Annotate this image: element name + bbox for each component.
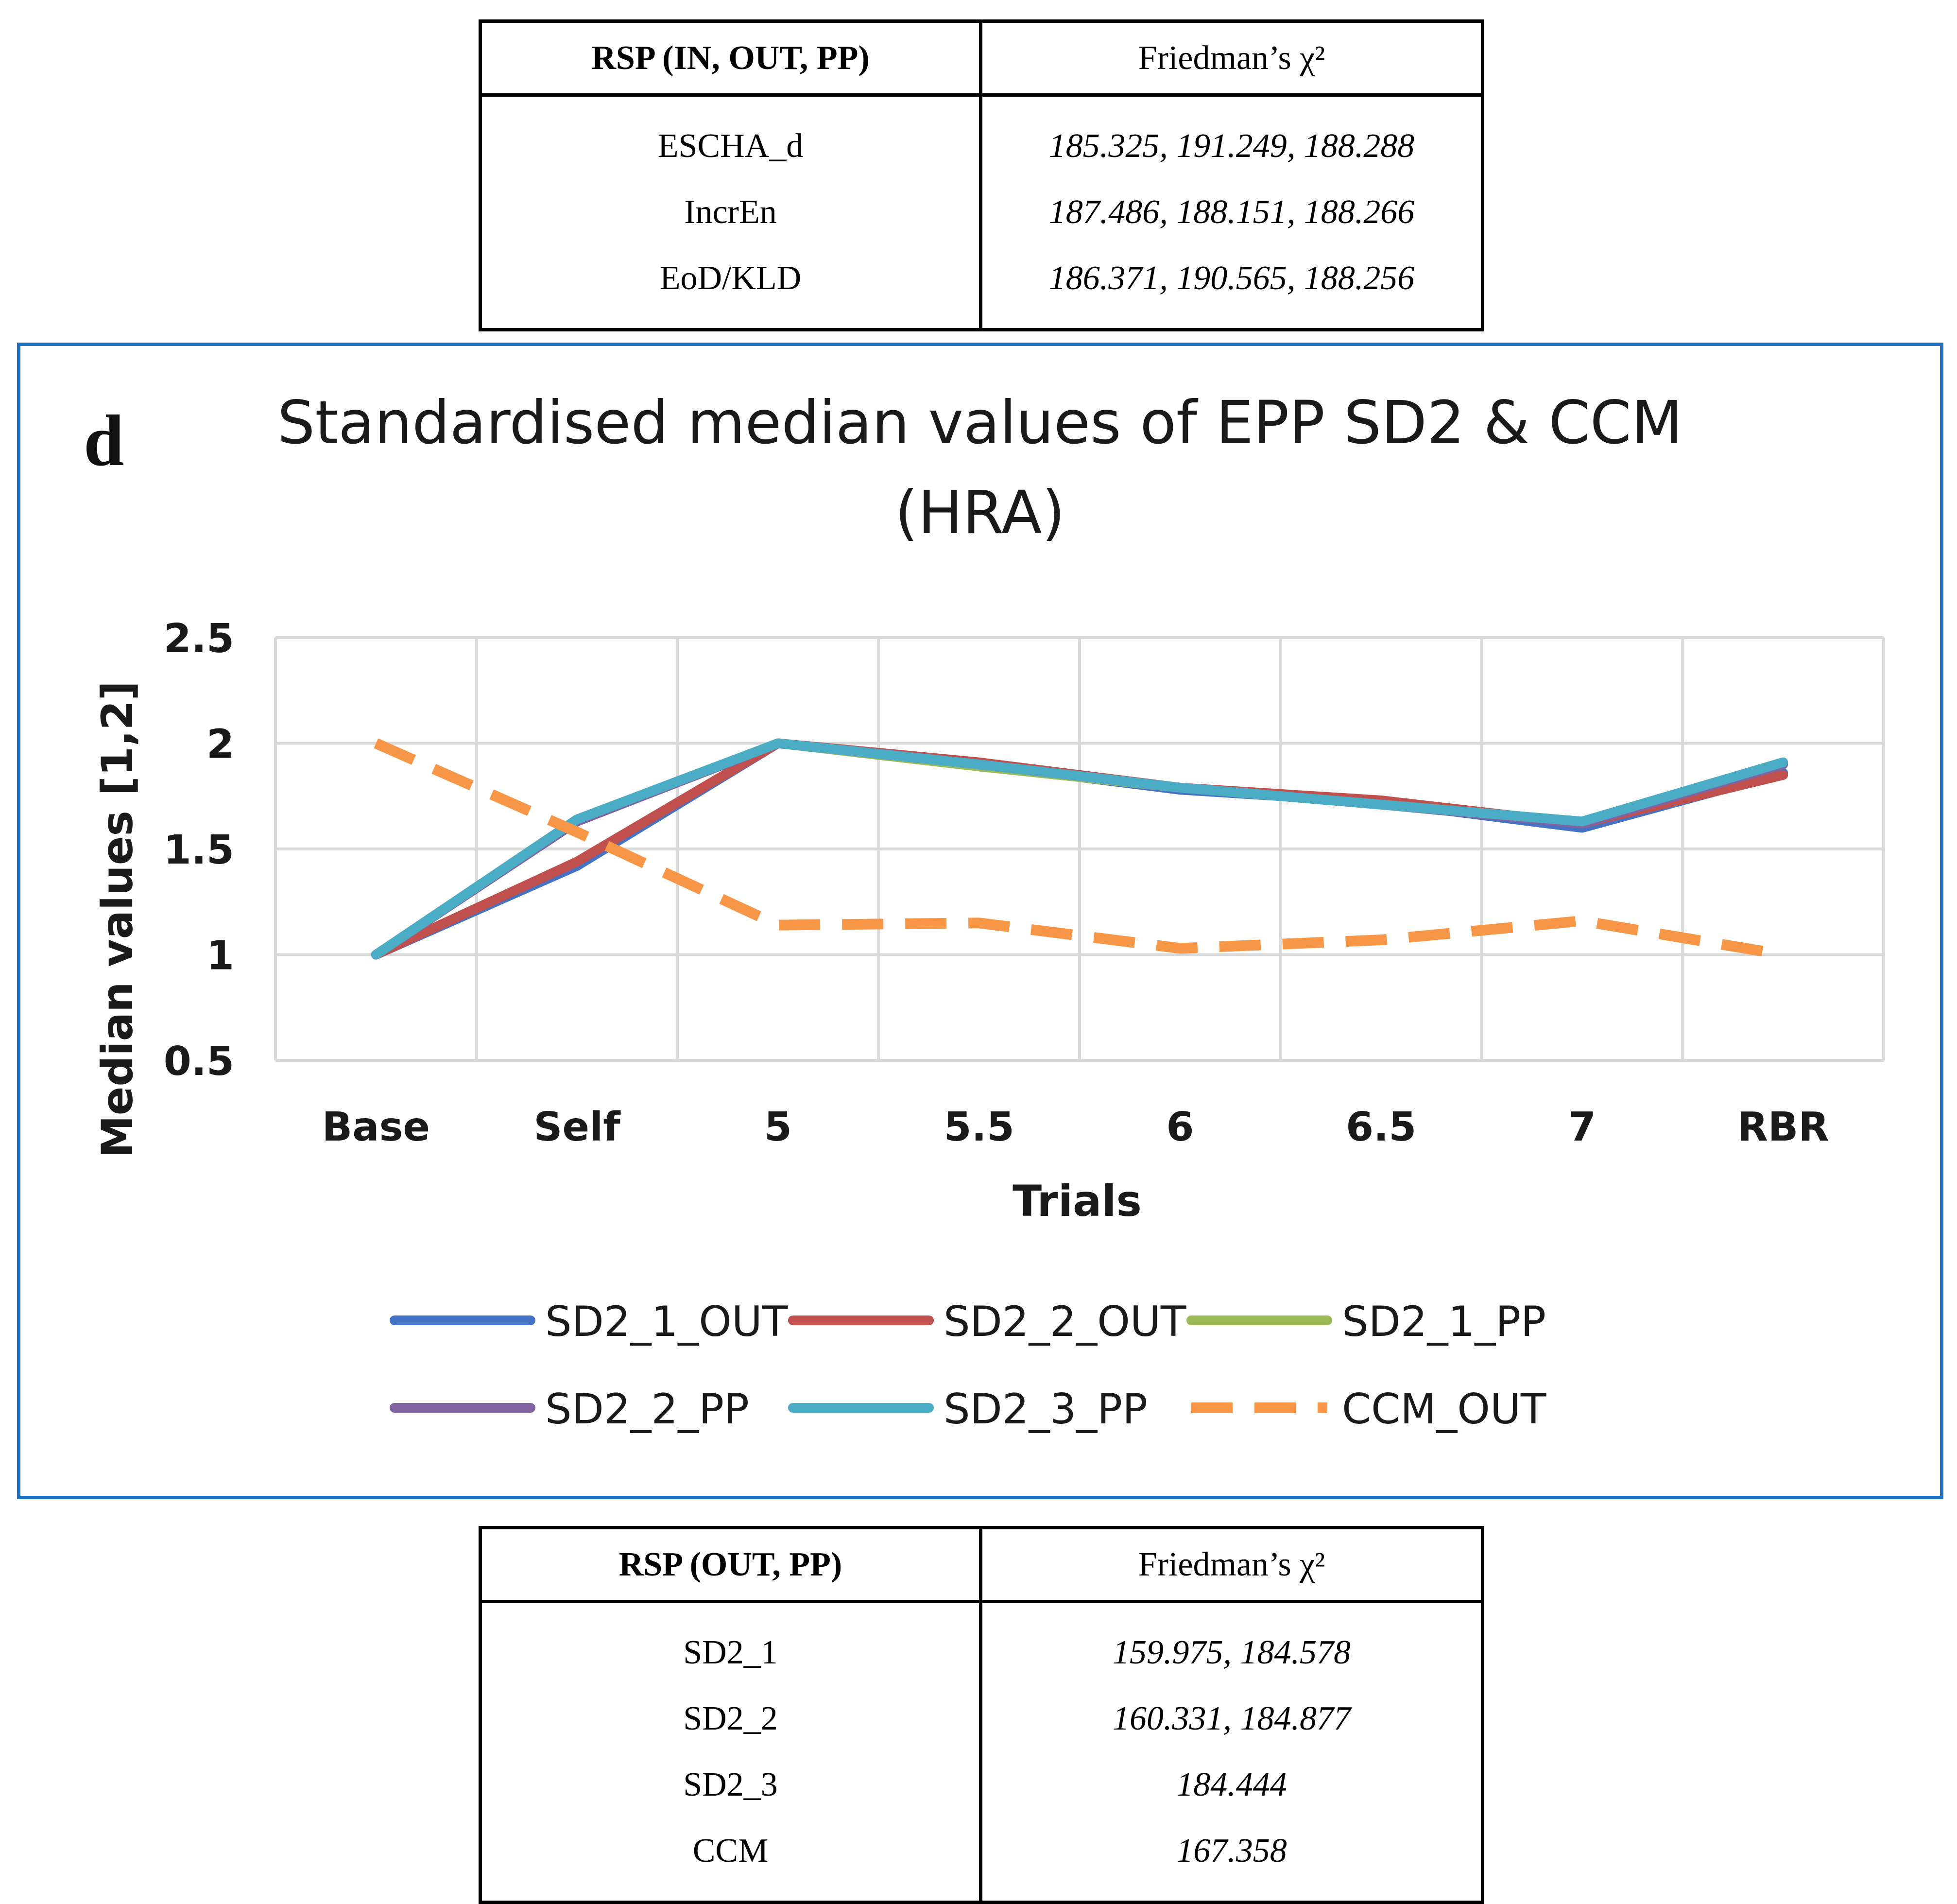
table-header: RSP (OUT, PP) Friedman’s χ² [482, 1529, 1481, 1603]
y-axis-label: Median values [1,2] [92, 681, 142, 1158]
legend: SD2_1_OUT SD2_2_OUT SD2_1_PP SD2_2_PP SD2_3_… [390, 1298, 1546, 1434]
row-value: 184.444 [1176, 1766, 1287, 1803]
header-rsp: RSP (IN, OUT, PP) [482, 23, 982, 93]
row-value: 159.975, 184.578 [1113, 1634, 1351, 1671]
x-tick-label: 5 [764, 1104, 792, 1150]
series-line-sd2-3-pp [371, 738, 1788, 960]
row-label: SD2_3 [482, 1752, 982, 1818]
y-tick-label: 1.5 [164, 827, 234, 873]
friedman-table-bottom: RSP (OUT, PP) Friedman’s χ² SD2_1 159.97… [479, 1526, 1484, 1904]
table-row: CCM 167.358 [482, 1818, 1481, 1884]
legend-label: SD2_1_PP [1342, 1298, 1546, 1346]
y-axis: 0.5 1 1.5 2 2.5 [164, 616, 234, 1085]
x-tick-label: RBR [1737, 1104, 1829, 1150]
legend-label: CCM_OUT [1342, 1385, 1546, 1434]
table-row: IncrEn 187.486, 188.151, 188.266 [482, 179, 1481, 245]
x-tick-label: 6 [1166, 1104, 1194, 1150]
x-tick-label: Self [533, 1104, 621, 1150]
table-row: SD2_3 184.444 [482, 1752, 1481, 1818]
row-label: SD2_1 [482, 1620, 982, 1686]
series-group [371, 738, 1788, 960]
grid [274, 636, 1885, 1062]
row-label: EoD/KLD [482, 245, 982, 312]
legend-label: SD2_2_OUT [944, 1298, 1186, 1346]
x-axis-label: Trials [1013, 1176, 1142, 1226]
chart-title: Standardised median values of EPP SD2 & … [277, 388, 1682, 457]
legend-label: SD2_3_PP [944, 1385, 1148, 1434]
x-tick-label: 6.5 [1346, 1104, 1416, 1150]
table-row: EoD/KLD 186.371, 190.565, 188.256 [482, 245, 1481, 312]
legend-label: SD2_1_OUT [545, 1298, 788, 1346]
header-friedman: Friedman’s χ² [1138, 1545, 1325, 1583]
table-row: SD2_2 160.331, 184.877 [482, 1686, 1481, 1752]
y-tick-label: 1 [206, 933, 234, 979]
table-header: RSP (IN, OUT, PP) Friedman’s χ² [482, 23, 1481, 97]
row-label: ESCHA_d [482, 113, 982, 179]
row-label: SD2_2 [482, 1686, 982, 1752]
legend-label: SD2_2_PP [545, 1385, 749, 1434]
row-value: 186.371, 190.565, 188.256 [1048, 260, 1415, 297]
series-line-ccm-out [374, 738, 1784, 960]
x-axis: Base Self 5 5.5 6 6.5 7 RBR [322, 1104, 1829, 1150]
y-tick-label: 2.5 [164, 616, 234, 662]
y-tick-label: 0.5 [164, 1039, 234, 1085]
chart-panel: d Standardised median values of EPP SD2 … [17, 343, 1943, 1499]
row-value: 187.486, 188.151, 188.266 [1048, 193, 1415, 231]
row-value: 160.331, 184.877 [1113, 1700, 1351, 1737]
table-row: SD2_1 159.975, 184.578 [482, 1620, 1481, 1686]
line-chart: d Standardised median values of EPP SD2 … [84, 388, 1885, 1434]
row-label: CCM [482, 1818, 982, 1884]
row-value: 185.325, 191.249, 188.288 [1048, 127, 1415, 165]
table-row: ESCHA_d 185.325, 191.249, 188.288 [482, 113, 1481, 179]
x-tick-label: 5.5 [944, 1104, 1014, 1150]
header-rsp: RSP (OUT, PP) [482, 1529, 982, 1600]
row-label: IncrEn [482, 179, 982, 245]
panel-label: d [84, 400, 124, 481]
x-tick-label: 7 [1568, 1104, 1596, 1150]
chart-title-line2: (HRA) [895, 478, 1065, 547]
header-friedman: Friedman’s χ² [1138, 39, 1325, 77]
y-tick-label: 2 [206, 722, 234, 768]
friedman-table-top: RSP (IN, OUT, PP) Friedman’s χ² ESCHA_d … [479, 19, 1484, 331]
row-value: 167.358 [1176, 1832, 1287, 1869]
x-tick-label: Base [322, 1104, 430, 1150]
